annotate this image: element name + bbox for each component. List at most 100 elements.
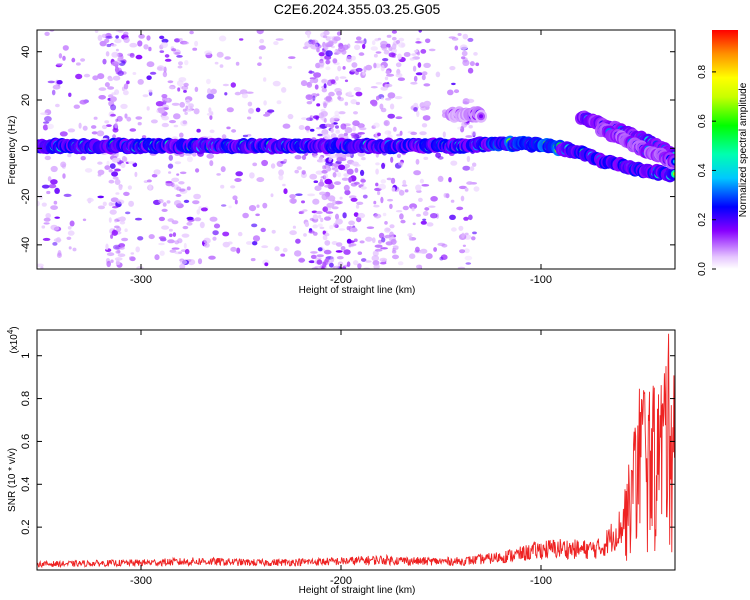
spectrogram-noise-cell — [325, 50, 333, 57]
spectrogram-noise-cell — [315, 211, 323, 215]
spectrogram-noise-cell — [428, 48, 436, 52]
spectrogram-noise-cell — [365, 64, 373, 71]
spectrogram-noise-cell — [358, 124, 364, 127]
spectrogram-noise-cell — [256, 30, 264, 35]
spectrogram-noise-cell — [335, 213, 339, 220]
spectrogram-noise-cell — [318, 52, 325, 57]
spectrogram-noise-cell — [104, 82, 110, 88]
spectrogram-noise-cell — [350, 197, 358, 202]
spectrogram-noise-cell — [260, 227, 266, 233]
spectrogram-noise-cell — [174, 161, 182, 165]
spectrogram-noise-cell — [375, 162, 380, 166]
spectrogram-noise-cell — [357, 212, 366, 219]
spectrogram-speckle — [37, 30, 480, 269]
spectrogram-noise-cell — [206, 153, 214, 159]
spectrogram-noise-cell — [206, 78, 211, 85]
spectrogram-noise-cell — [282, 183, 286, 187]
spectrogram-noise-cell — [392, 245, 399, 249]
spectrogram-noise-cell — [423, 62, 431, 68]
spectrogram-noise-cell — [252, 241, 258, 246]
spectrogram-noise-cell — [378, 232, 385, 239]
spectrogram-noise-cell — [57, 250, 62, 257]
spectrogram-noise-cell — [400, 219, 406, 224]
spectrogram-noise-cell — [118, 246, 125, 250]
spectrogram-noise-cell — [404, 189, 409, 193]
spectrogram-noise-cell — [179, 263, 186, 269]
spectrogram-noise-cell — [44, 116, 52, 122]
spectrogram-noise-cell — [361, 157, 366, 161]
spectrogram-noise-cell — [48, 184, 57, 189]
spectrogram-noise-cell — [249, 172, 255, 179]
spectrogram-noise-cell — [373, 213, 382, 219]
spectrogram-noise-cell — [80, 58, 86, 62]
spectrogram-noise-cell — [386, 177, 392, 181]
spectrogram-noise-cell — [123, 83, 129, 90]
spectrogram-noise-cell — [306, 101, 313, 105]
spectrogram-noise-cell — [174, 251, 182, 255]
spectrogram-noise-cell — [413, 49, 418, 53]
spectrogram-noise-cell — [115, 192, 120, 195]
spectrogram-noise-cell — [321, 193, 328, 201]
spectrogram-noise-cell — [146, 61, 155, 68]
spectrogram-noise-cell — [453, 89, 460, 94]
spectrogram-noise-cell — [466, 98, 475, 103]
spectrogram-noise-cell — [458, 225, 464, 231]
spectrogram-noise-cell — [171, 220, 179, 225]
spectrogram-noise-cell — [206, 93, 215, 100]
spectrogram-noise-cell — [329, 117, 335, 124]
spectrogram-noise-cell — [402, 205, 409, 211]
colorbar-tick-label: 0.8 — [697, 64, 708, 78]
spectrogram-noise-cell — [263, 100, 267, 106]
spectrogram-noise-cell — [158, 216, 165, 222]
spectrogram-noise-cell — [377, 37, 382, 41]
spectrogram-noise-cell — [387, 198, 394, 202]
spectrogram-noise-cell — [168, 154, 173, 161]
y-tick-label: 0.6 — [20, 434, 32, 449]
spectrogram-noise-cell — [282, 123, 291, 129]
spectrogram-noise-cell — [332, 115, 341, 120]
spectrogram-noise-cell — [86, 197, 94, 203]
spectrogram-noise-cell — [111, 157, 120, 163]
spectrogram-noise-cell — [171, 102, 180, 106]
spectrogram-noise-cell — [273, 41, 279, 46]
spectrogram-noise-cell — [194, 217, 202, 222]
spectrogram-frame — [36, 29, 676, 270]
spectrogram-noise-cell — [168, 228, 173, 232]
spectrogram-noise-cell — [384, 76, 389, 81]
spectrogram-noise-cell — [66, 236, 72, 240]
spectrogram-noise-cell — [282, 247, 288, 253]
spectrogram-noise-cell — [137, 40, 143, 47]
spectrogram-noise-cell — [199, 221, 205, 229]
spectrogram-noise-cell — [189, 30, 194, 35]
spectrogram-noise-cell — [234, 91, 241, 96]
spectrogram-noise-cell — [313, 115, 320, 119]
spectrogram-noise-cell — [183, 82, 189, 87]
spectrogram-noise-cell — [171, 177, 180, 183]
spectrogram-noise-cell — [208, 255, 216, 260]
spectrogram-noise-cell — [437, 175, 444, 182]
spectrogram-noise-cell — [203, 237, 211, 244]
spectrogram-noise-cell — [350, 182, 358, 187]
spectrogram-noise-cell — [167, 163, 174, 169]
spectrogram-noise-cell — [355, 204, 360, 209]
spectrogram-noise-cell — [179, 259, 188, 265]
spectrogram-noise-cell — [148, 184, 152, 191]
spectrogram-noise-cell — [371, 255, 380, 262]
spectrogram-noise-cell — [256, 177, 265, 183]
spectrogram-noise-cell — [309, 128, 315, 132]
spectrogram-noise-cell — [415, 158, 420, 165]
spectrogram-noise-cell — [129, 256, 136, 262]
spectrogram-noise-cell — [401, 184, 408, 187]
spectrogram-noise-cell — [116, 226, 122, 232]
spectrogram-noise-cell — [115, 35, 119, 39]
spectrogram-noise-cell — [178, 38, 183, 42]
spectrogram-noise-cell — [56, 80, 63, 85]
spectrogram-noise-cell — [185, 99, 191, 105]
spectrogram-noise-cell — [385, 97, 392, 101]
spectrogram-noise-cell — [252, 162, 258, 167]
spectrogram-noise-cell — [105, 51, 110, 57]
spectrogram-noise-cell — [371, 40, 376, 46]
spectrogram-noise-cell — [320, 217, 324, 223]
spectrogram-noise-cell — [423, 83, 431, 87]
colorbar-tick-label: 0.4 — [697, 163, 708, 177]
